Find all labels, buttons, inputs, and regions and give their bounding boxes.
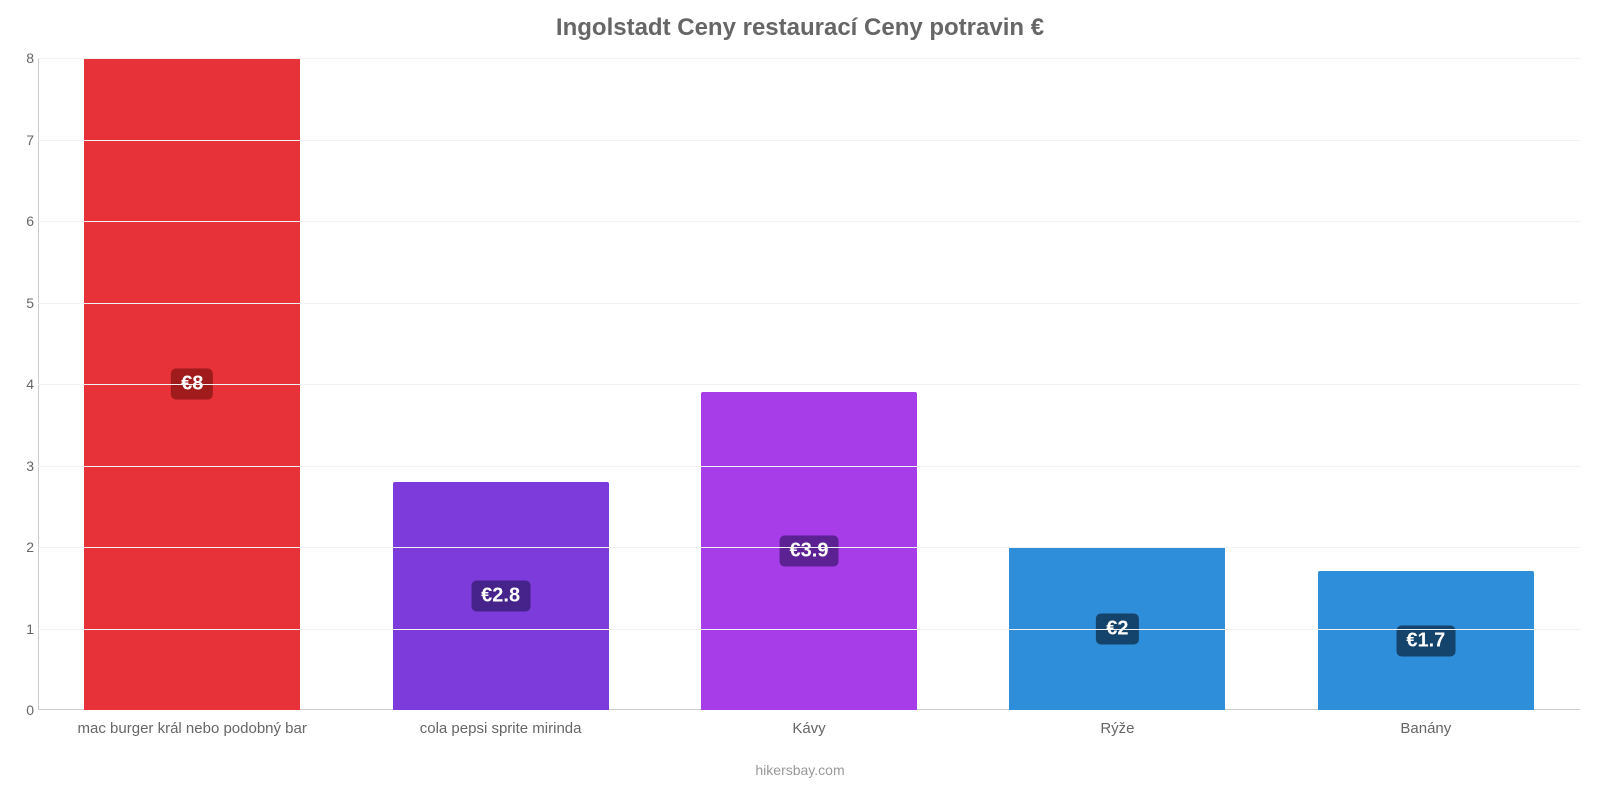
y-tick-label: 1: [8, 621, 34, 637]
x-category-label: Rýže: [963, 720, 1271, 737]
gridline: [38, 140, 1580, 141]
value-badge: €1.7: [1396, 625, 1455, 656]
x-category-label: Banány: [1272, 720, 1580, 737]
gridline: [38, 58, 1580, 59]
gridline: [38, 303, 1580, 304]
y-tick-label: 4: [8, 376, 34, 392]
chart-container: Ingolstadt Ceny restaurací Ceny potravin…: [0, 0, 1600, 800]
gridline: [38, 466, 1580, 467]
chart-title: Ingolstadt Ceny restaurací Ceny potravin…: [0, 0, 1600, 42]
x-category-label: Kávy: [655, 720, 963, 737]
y-tick-label: 6: [8, 213, 34, 229]
y-tick-label: 5: [8, 295, 34, 311]
plot-area: €8mac burger král nebo podobný bar€2.8co…: [38, 58, 1580, 710]
gridline: [38, 629, 1580, 630]
x-category-label: cola pepsi sprite mirinda: [346, 720, 654, 737]
value-badge: €3.9: [780, 536, 839, 567]
gridline: [38, 547, 1580, 548]
y-tick-label: 0: [8, 702, 34, 718]
chart-footer: hikersbay.com: [0, 762, 1600, 778]
y-tick-label: 8: [8, 50, 34, 66]
value-badge: €2.8: [471, 580, 530, 611]
x-category-label: mac burger král nebo podobný bar: [38, 720, 346, 737]
y-tick-label: 3: [8, 458, 34, 474]
gridline: [38, 384, 1580, 385]
y-tick-label: 7: [8, 132, 34, 148]
y-tick-label: 2: [8, 539, 34, 555]
gridline: [38, 221, 1580, 222]
